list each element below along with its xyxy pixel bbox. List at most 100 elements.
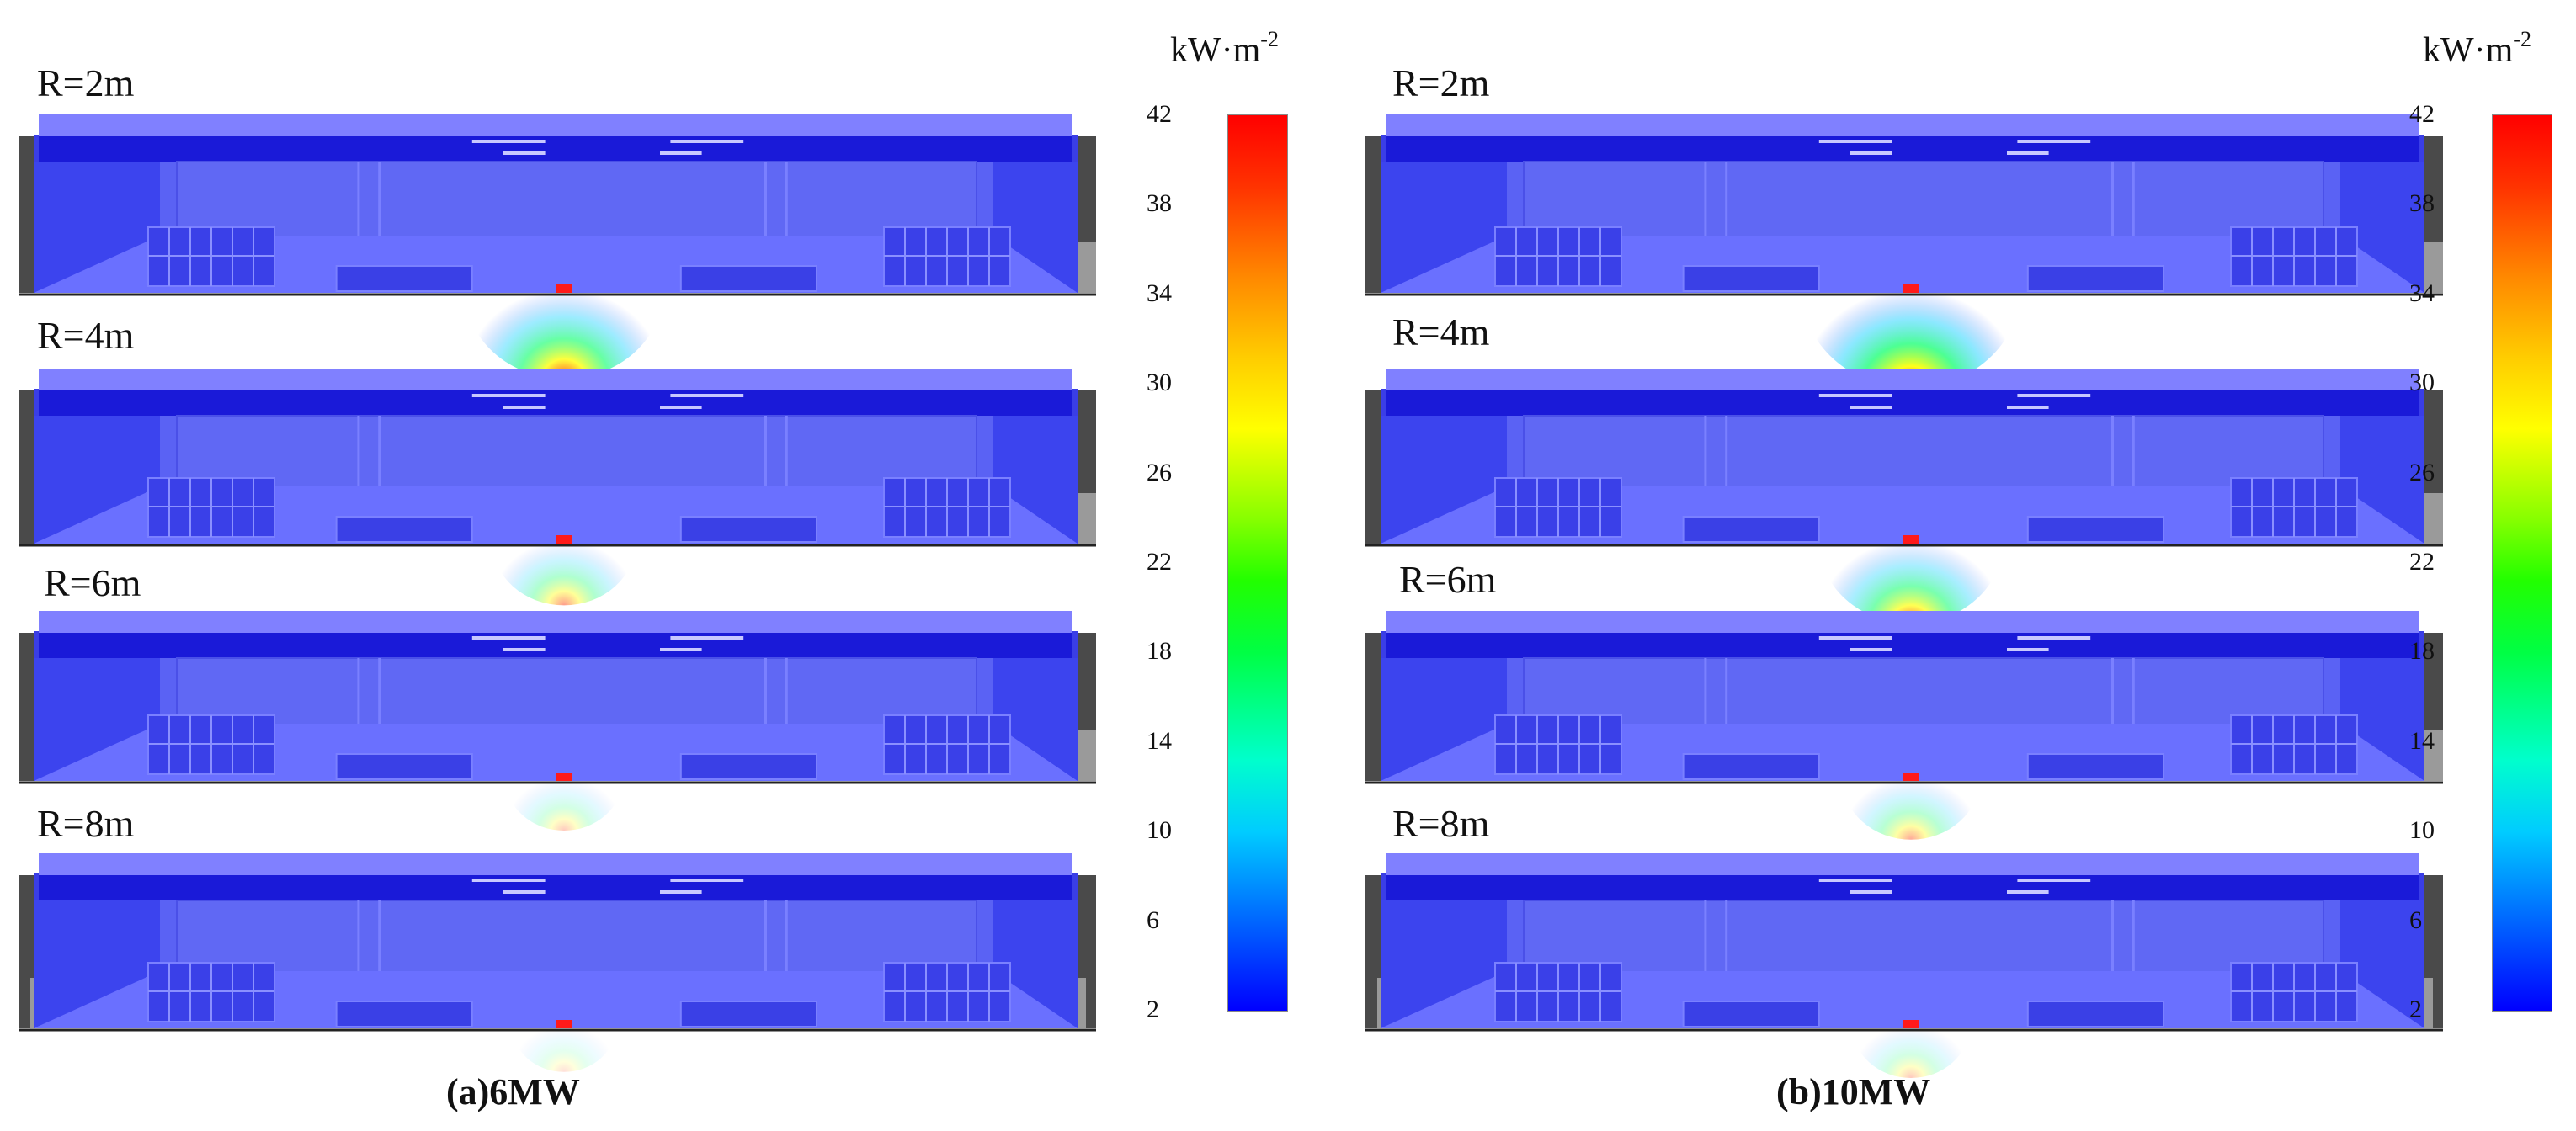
- colorbar-tick-label: 6: [2409, 905, 2422, 934]
- pillar-line: [378, 658, 381, 724]
- room-view: [19, 114, 1096, 380]
- bench: [2026, 265, 2164, 292]
- ceiling-light: [670, 394, 744, 397]
- pillar-line: [357, 162, 360, 236]
- pillar-line: [785, 658, 788, 724]
- right-wall: [993, 658, 1078, 781]
- pillar-line: [785, 900, 788, 971]
- colorbar-tick-label: 2: [1147, 996, 1159, 1023]
- bench: [335, 1001, 473, 1027]
- row-label: R=2m: [1392, 61, 1490, 104]
- pillar-line: [1704, 658, 1707, 724]
- pillar-line: [1704, 162, 1707, 236]
- ceiling-light: [1818, 394, 1892, 397]
- bench: [1682, 265, 1820, 292]
- colorbar-tick-label: 42: [1147, 100, 1172, 128]
- colorbar-tick-label: 14: [2409, 726, 2435, 755]
- ceiling-light: [670, 879, 744, 882]
- bench: [2026, 516, 2164, 543]
- pillar-line: [1725, 658, 1728, 724]
- ceiling-shadow: [1386, 136, 2419, 162]
- ceiling-band: [39, 369, 1072, 392]
- bench: [335, 753, 473, 780]
- ceiling-shadow: [39, 390, 1072, 416]
- colorbar-tick-label: 38: [1147, 189, 1172, 218]
- pillar-line: [357, 658, 360, 724]
- right-wall: [2340, 162, 2424, 293]
- ceiling-light: [670, 636, 744, 640]
- ceiling-shadow: [1386, 633, 2419, 658]
- ceiling-light: [1850, 648, 1892, 651]
- ceiling-band: [39, 114, 1072, 138]
- fire-source: [1903, 535, 1919, 544]
- upper-panel: [176, 657, 977, 735]
- room-view: [1365, 114, 2443, 388]
- pillar-line: [2132, 900, 2135, 971]
- row-label: R=8m: [1392, 802, 1490, 845]
- pillar-line: [764, 900, 767, 971]
- ceiling-shadow: [39, 136, 1072, 162]
- ceiling-light: [2017, 394, 2091, 397]
- colorbar-tick-label: 26: [1147, 458, 1172, 486]
- row-label: R=6m: [1399, 558, 1497, 601]
- ceiling-shadow: [39, 875, 1072, 900]
- colorbar-unit: kW·m-2: [1170, 29, 1279, 69]
- colorbar-tick-label: 38: [2409, 189, 2435, 218]
- colorbar-tick-label: 22: [2409, 548, 2435, 576]
- right-wall: [993, 900, 1078, 1028]
- row-label: R=4m: [1392, 311, 1490, 353]
- left-wall: [1381, 416, 1507, 544]
- upper-panel: [1523, 900, 2324, 977]
- right-wall: [993, 416, 1078, 544]
- right-wall: [2340, 658, 2424, 781]
- ceiling-light: [503, 151, 546, 155]
- bench: [2026, 753, 2164, 780]
- pillar-line: [1725, 900, 1728, 971]
- bench: [2026, 1001, 2164, 1027]
- ceiling-light: [471, 879, 546, 882]
- fire-source: [556, 773, 572, 781]
- upper-panel: [176, 900, 977, 977]
- fire-source: [556, 1020, 572, 1028]
- grey-block: [1078, 493, 1096, 544]
- bench: [679, 1001, 817, 1027]
- pillar-line: [1704, 416, 1707, 486]
- ceiling-light: [471, 140, 546, 143]
- ceiling-shadow: [39, 633, 1072, 658]
- colorbar-tick-label: 30: [1147, 369, 1172, 397]
- room-view: [1365, 853, 2443, 1078]
- room-view: [1365, 611, 2443, 840]
- grey-block: [1078, 242, 1096, 293]
- ceiling-light: [471, 394, 546, 397]
- grey-block: [2424, 730, 2443, 781]
- bench: [335, 265, 473, 292]
- pillar-line: [2111, 900, 2114, 971]
- ceiling-light: [1818, 140, 1892, 143]
- ceiling-band: [1386, 611, 2419, 635]
- ceiling-light: [1850, 890, 1892, 894]
- pillar-line: [764, 162, 767, 236]
- panel-b-views: [1365, 114, 2443, 1078]
- colorbar-unit: kW·m-2: [2423, 29, 2531, 70]
- ceiling-light: [2007, 406, 2049, 409]
- pillar-line: [2132, 416, 2135, 486]
- colorbar-gradient: [2492, 114, 2552, 1012]
- right-wall: [2340, 416, 2424, 544]
- pillar-line: [785, 416, 788, 486]
- row-label: R=8m: [37, 802, 135, 845]
- ceiling-light: [2007, 648, 2049, 651]
- grey-block: [1078, 730, 1096, 781]
- room-view: [19, 853, 1096, 1072]
- colorbar-tick-label: 6: [1147, 905, 1159, 934]
- colorbar-tick-label: 2: [2409, 996, 2422, 1023]
- ceiling-light: [503, 890, 546, 894]
- colorbar-unit-text: kW·m: [2423, 31, 2514, 70]
- ceiling-light: [660, 648, 702, 651]
- pillar-line: [2111, 658, 2114, 724]
- panel-caption: (a)6MW: [446, 1071, 580, 1112]
- pillar-line: [378, 416, 381, 486]
- ceiling-light: [660, 151, 702, 155]
- pillar-line: [378, 162, 381, 236]
- ceiling-light: [1818, 879, 1892, 882]
